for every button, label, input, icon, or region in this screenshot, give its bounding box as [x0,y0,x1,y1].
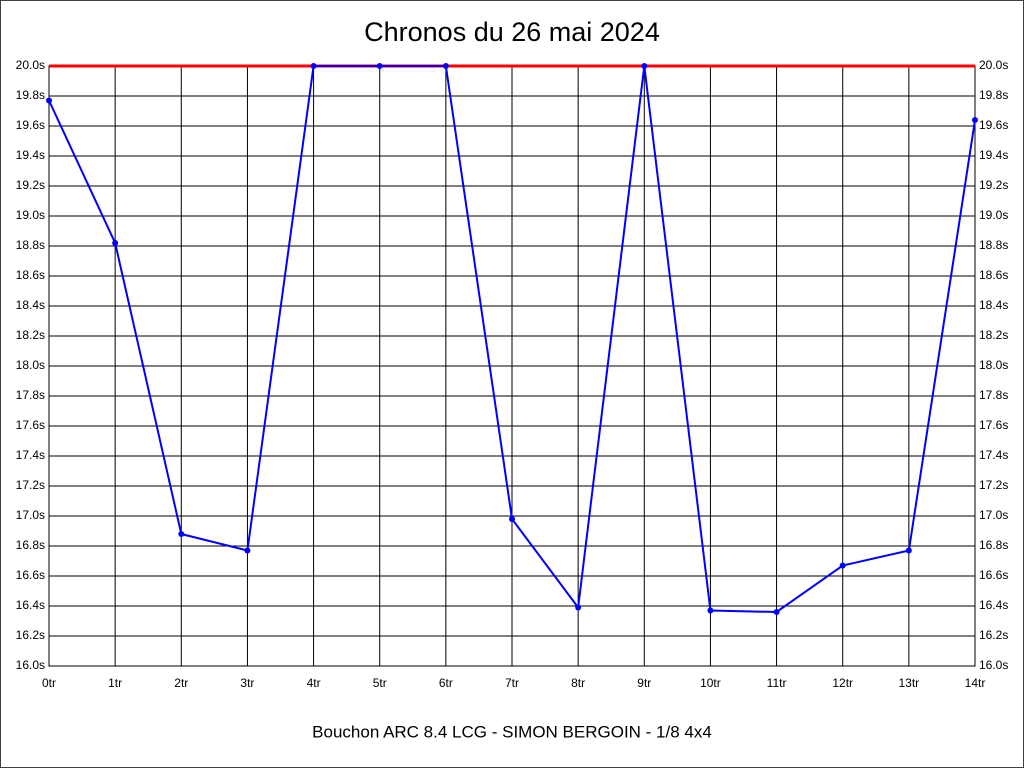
y2-tick-label: 19.2s [979,178,1008,192]
x-tick-label: 11tr [767,676,787,690]
y2-tick-label: 17.2s [979,478,1008,492]
x-tick-label: 8tr [571,676,585,690]
chart-subtitle: Bouchon ARC 8.4 LCG - SIMON BERGOIN - 1/… [312,722,712,741]
point [905,547,912,554]
point [178,531,185,537]
y-tick-label: 19.4s [16,148,45,162]
y2-tick-label: 18.0s [979,358,1008,372]
y-tick-label: 17.0s [16,508,45,522]
point [244,547,251,554]
point [641,63,648,69]
y-tick-label: 19.2s [16,178,45,192]
y2-tick-label: 17.6s [979,418,1008,432]
point [509,516,515,522]
x-tick-label: 1tr [108,676,122,690]
y2-tick-label: 19.6s [979,118,1008,132]
y2-tick-label: 18.6s [979,268,1008,282]
point [773,609,780,615]
y-tick-label: 17.6s [16,418,45,432]
y-tick-label: 18.2s [16,328,45,342]
x-tick-label: 13tr [899,676,920,690]
y-tick-label: 18.8s [16,238,45,252]
y-tick-label: 17.2s [16,478,45,492]
x-tick-label: 6tr [439,676,453,690]
x-tick-label: 14tr [965,676,986,690]
point [376,63,383,69]
point [575,604,582,611]
x-tick-label: 12tr [832,676,853,690]
point [707,607,714,614]
x-tick-label: 0tr [42,676,56,690]
y-tick-label: 17.4s [16,448,45,462]
y2-tick-label: 19.0s [979,208,1008,222]
point [839,562,846,569]
y2-tick-label: 17.0s [979,508,1008,522]
y2-tick-label: 18.4s [979,298,1008,312]
y2-tick-label: 19.8s [979,88,1008,102]
point [442,63,449,69]
y-tick-label: 16.2s [16,628,45,642]
x-tick-label: 5tr [373,676,387,690]
point [46,97,52,104]
y2-tick-label: 17.4s [979,448,1008,462]
y-tick-label: 16.6s [16,568,45,582]
y-tick-label: 18.6s [16,268,45,282]
y-tick-label: 18.0s [16,358,45,372]
x-tick-label: 3tr [240,676,254,690]
y-tick-label: 16.0s [16,658,45,672]
y-tick-label: 18.4s [16,298,45,312]
y2-tick-label: 16.6s [979,568,1008,582]
x-tick-label: 10tr [700,676,721,690]
y-tick-label: 16.4s [16,598,45,612]
x-tick-label: 4tr [307,676,321,690]
y2-tick-label: 19.4s [979,148,1008,162]
y2-tick-label: 17.8s [979,388,1008,402]
point [112,240,119,246]
y-tick-label: 19.6s [16,118,45,132]
y-tick-label: 19.0s [16,208,45,222]
chart-title: Chronos du 26 mai 2024 [364,17,660,47]
y2-tick-label: 16.4s [979,598,1008,612]
y2-tick-label: 16.8s [979,538,1008,552]
x-tick-label: 9tr [637,676,651,690]
point [972,117,978,123]
y-tick-label: 17.8s [16,388,45,402]
y2-tick-label: 16.0s [979,658,1008,672]
y2-tick-label: 18.2s [979,328,1008,342]
y-tick-label: 16.8s [16,538,45,552]
y2-tick-label: 20.0s [979,58,1008,72]
y2-tick-label: 18.8s [979,238,1008,252]
point [310,63,317,69]
y2-tick-label: 16.2s [979,628,1008,642]
x-tick-label: 2tr [174,676,188,690]
y-tick-label: 19.8s [16,88,45,102]
y-tick-label: 20.0s [16,58,45,72]
x-tick-label: 7tr [505,676,519,690]
